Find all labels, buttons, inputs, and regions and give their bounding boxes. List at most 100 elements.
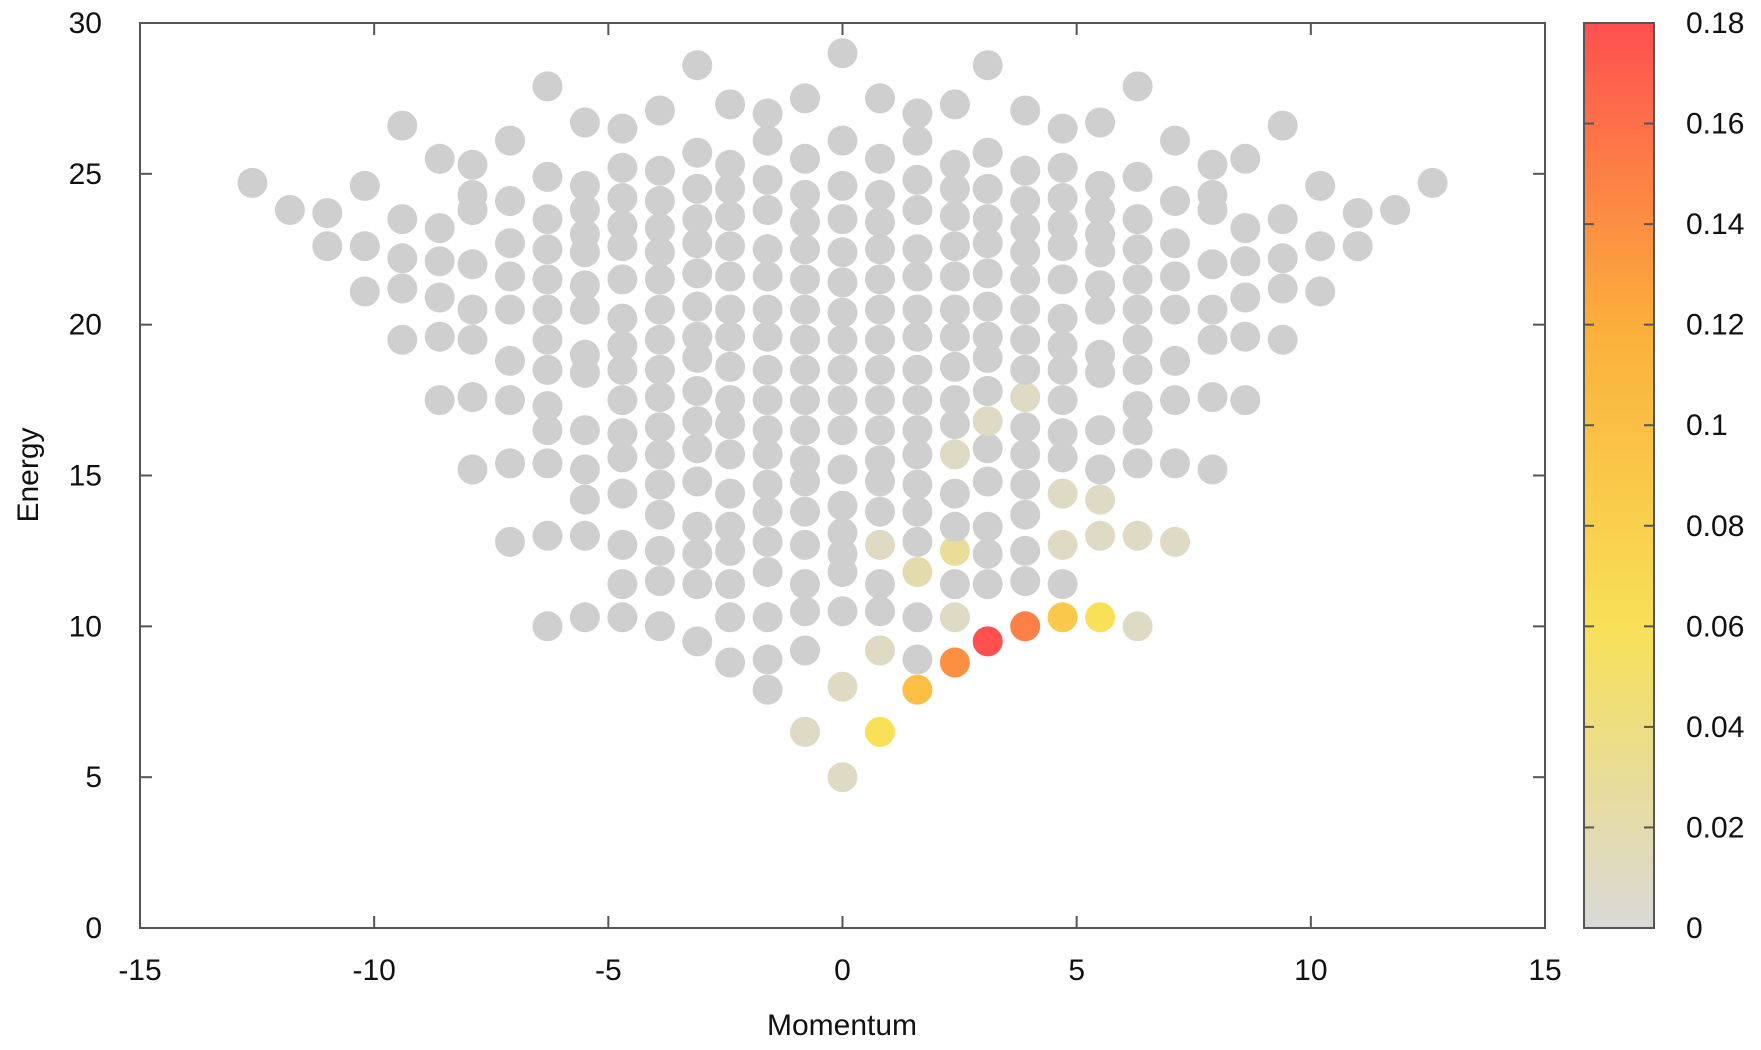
- scatter-point: [682, 626, 713, 657]
- scatter-point: [827, 125, 858, 156]
- scatter-point: [790, 716, 820, 747]
- scatter-point: [387, 243, 418, 274]
- scatter-point: [1122, 415, 1153, 446]
- scatter-point: [939, 173, 970, 204]
- scatter-point: [1160, 228, 1190, 259]
- scatter-point: [569, 270, 600, 301]
- scatter-point: [1267, 110, 1298, 141]
- scatter-point: [972, 137, 1003, 168]
- scatter-point: [1047, 264, 1078, 295]
- scatter-point: [607, 385, 638, 416]
- scatter-point: [790, 294, 820, 325]
- scatter-point: [972, 204, 1003, 235]
- scatter-point: [1122, 354, 1153, 385]
- scatter-point: [939, 294, 970, 325]
- scatter-point: [644, 294, 675, 325]
- scatter-point: [644, 611, 675, 642]
- scatter-point: [1230, 246, 1261, 277]
- y-tick-label: 10: [69, 610, 102, 643]
- y-tick-label: 30: [69, 7, 102, 40]
- scatter-point: [752, 469, 783, 500]
- x-axis-label: Momentum: [767, 1009, 917, 1042]
- scatter-point: [569, 484, 600, 515]
- scatter-point: [349, 276, 380, 307]
- scatter-point: [1085, 170, 1116, 201]
- scatter-point: [939, 261, 970, 292]
- scatter-point: [902, 321, 933, 352]
- scatter-point: [607, 264, 638, 295]
- scatter-point: [790, 143, 820, 174]
- scatter-point: [682, 433, 713, 464]
- scatter-point: [752, 164, 783, 195]
- scatter-point: [644, 535, 675, 566]
- scatter-point: [790, 207, 820, 238]
- scatter-point: [1160, 385, 1190, 416]
- scatter-point: [607, 303, 638, 334]
- scatter-point: [827, 671, 858, 702]
- scatter-point: [939, 231, 970, 262]
- scatter-point: [1197, 382, 1228, 413]
- scatter-point: [1160, 261, 1190, 292]
- scatter-point: [607, 602, 638, 633]
- scatter-point: [865, 294, 895, 325]
- scatter-point: [715, 478, 746, 509]
- colorbar-tick-label: 0.08: [1686, 510, 1744, 543]
- scatter-point: [532, 204, 563, 235]
- scatter-point: [939, 535, 970, 566]
- scatter-point: [532, 234, 563, 265]
- scatter-point: [1010, 412, 1041, 443]
- scatter-point: [939, 201, 970, 232]
- scatter-point: [682, 321, 713, 352]
- scatter-point: [1085, 107, 1116, 138]
- scatter-point: [495, 345, 525, 376]
- scatter-point: [827, 324, 858, 355]
- scatter-point: [569, 219, 600, 250]
- scatter-point: [1230, 282, 1261, 313]
- scatter-point: [715, 385, 746, 416]
- scatter-point: [349, 231, 380, 262]
- scatter-point: [827, 454, 858, 485]
- scatter-point: [865, 635, 895, 666]
- x-tick-label: -15: [118, 954, 161, 987]
- scatter-point: [1047, 602, 1078, 633]
- scatter-point: [939, 569, 970, 600]
- scatter-point: [1047, 385, 1078, 416]
- scatter-point: [607, 210, 638, 241]
- scatter-point: [644, 95, 675, 126]
- scatter-point: [1342, 198, 1373, 229]
- scatter-point: [1010, 611, 1041, 642]
- scatter-point: [902, 98, 933, 129]
- scatter-point: [387, 273, 418, 304]
- scatter-point: [1197, 454, 1228, 485]
- scatter-point: [1010, 213, 1041, 244]
- scatter-point: [939, 351, 970, 382]
- colorbar-tick-label: 0.04: [1686, 711, 1744, 744]
- scatter-point: [1197, 149, 1228, 180]
- scatter-point: [752, 496, 783, 527]
- scatter-point: [1230, 143, 1261, 174]
- scatter-point: [1047, 330, 1078, 361]
- colorbar: [1583, 22, 1655, 929]
- y-tick-label: 20: [69, 309, 102, 342]
- scatter-point: [387, 324, 418, 355]
- scatter-point: [752, 602, 783, 633]
- scatter-point: [1085, 484, 1116, 515]
- scatter-point: [1197, 179, 1228, 210]
- scatter-point: [495, 125, 525, 156]
- scatter-point: [972, 406, 1003, 437]
- scatter-point: [1160, 125, 1190, 156]
- scatter-point: [569, 170, 600, 201]
- scatter-point: [939, 385, 970, 416]
- scatter-point: [682, 406, 713, 437]
- scatter-point: [1085, 339, 1116, 370]
- scatter-point: [972, 433, 1003, 464]
- scatter-point: [312, 198, 343, 229]
- scatter-point: [1047, 183, 1078, 213]
- scatter-point: [644, 566, 675, 597]
- scatter-point: [424, 143, 455, 174]
- scatter-point: [715, 294, 746, 325]
- scatter-point: [424, 246, 455, 277]
- scatter-point: [902, 469, 933, 500]
- scatter-point: [682, 258, 713, 289]
- scatter-point: [1047, 442, 1078, 473]
